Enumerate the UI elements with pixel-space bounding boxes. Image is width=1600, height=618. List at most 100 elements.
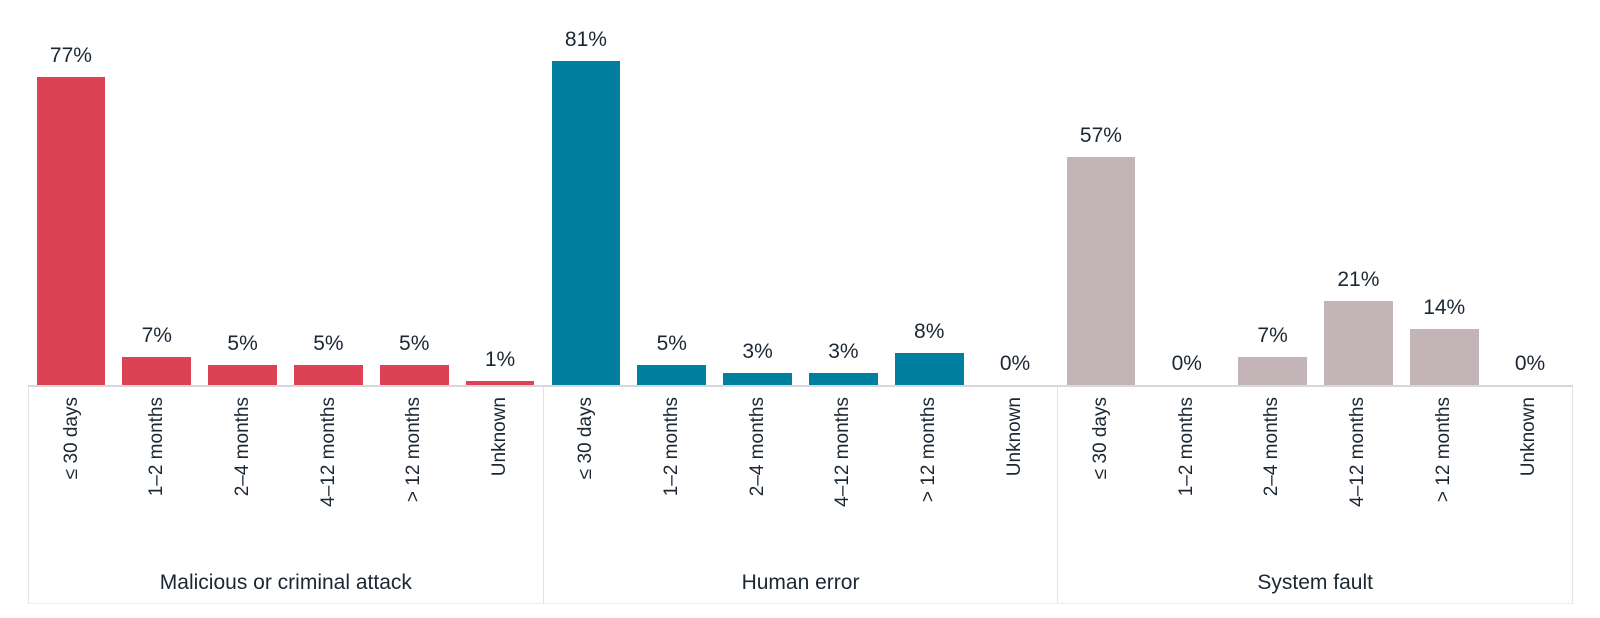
tick-cell: 2–4 months bbox=[715, 387, 801, 555]
tick-labels-row: ≤ 30 days 1–2 months 2–4 months 4–12 months… bbox=[544, 387, 1058, 555]
bar-value-label: 0% bbox=[1171, 352, 1202, 375]
bar-value-label: 14% bbox=[1423, 296, 1466, 319]
bar-column: 77% bbox=[28, 0, 114, 385]
tick-cell: 1–2 months bbox=[1144, 387, 1230, 555]
bar-value-label: 77% bbox=[49, 44, 92, 67]
bar-value-label: 57% bbox=[1079, 124, 1122, 147]
tick-label: Unknown bbox=[488, 397, 510, 477]
tick-label: ≤ 30 days bbox=[60, 397, 82, 480]
group-title: Malicious or criminal attack bbox=[159, 571, 412, 594]
tick-label: Unknown bbox=[1518, 397, 1540, 477]
bar-column: 0% bbox=[1144, 0, 1230, 385]
tick-cell: > 12 months bbox=[886, 387, 972, 555]
bar-column: 7% bbox=[1230, 0, 1316, 385]
bar-column: 14% bbox=[1401, 0, 1487, 385]
bar-panel: 81% 5% 3% 3% 8% 0% bbox=[543, 0, 1058, 385]
tick-label: 4–12 months bbox=[317, 397, 339, 507]
bar-column: 5% bbox=[629, 0, 715, 385]
bar bbox=[1324, 301, 1393, 385]
bar bbox=[122, 357, 192, 385]
tick-label: Unknown bbox=[1003, 397, 1025, 477]
bar bbox=[1238, 357, 1307, 385]
bar bbox=[637, 365, 707, 385]
bar-value-label: 0% bbox=[1514, 352, 1546, 375]
tick-label: 2–4 months bbox=[1261, 397, 1283, 497]
bar bbox=[208, 365, 277, 385]
bar-column: 0% bbox=[1487, 0, 1573, 385]
axis-label-box: ≤ 30 days 1–2 months 2–4 months 4–12 months… bbox=[28, 387, 1573, 604]
tick-cell: Unknown bbox=[457, 387, 543, 555]
bar-value-label: 81% bbox=[564, 28, 607, 51]
tick-label: > 12 months bbox=[1432, 397, 1454, 503]
bar bbox=[294, 365, 363, 385]
tick-cell: 4–12 months bbox=[286, 387, 372, 555]
tick-cell: 2–4 months bbox=[1230, 387, 1316, 555]
tick-labels-row: ≤ 30 days 1–2 months 2–4 months 4–12 months… bbox=[1058, 387, 1572, 555]
tick-cell: 1–2 months bbox=[629, 387, 715, 555]
bar-value-label: 5% bbox=[399, 332, 430, 355]
axis-label-panel: ≤ 30 days 1–2 months 2–4 months 4–12 months… bbox=[29, 387, 543, 603]
tick-cell: ≤ 30 days bbox=[544, 387, 630, 555]
tick-cell: 1–2 months bbox=[115, 387, 201, 555]
tick-cell: Unknown bbox=[972, 387, 1058, 555]
bar-value-label: 5% bbox=[313, 332, 344, 355]
bar bbox=[1409, 329, 1479, 385]
bar-value-label: 0% bbox=[999, 352, 1031, 375]
tick-label: 4–12 months bbox=[832, 397, 854, 507]
bar-panel: 77% 7% 5% 5% 5% 1% bbox=[28, 0, 543, 385]
tick-cell: 4–12 months bbox=[1315, 387, 1401, 555]
bar-panel: 57% 0% 7% 21% 14% 0% bbox=[1058, 0, 1573, 385]
bar bbox=[551, 61, 621, 385]
bar bbox=[1066, 157, 1136, 385]
tick-label: 2–4 months bbox=[232, 397, 254, 497]
group-title: System fault bbox=[1257, 571, 1373, 594]
bar-column: 3% bbox=[800, 0, 886, 385]
bar bbox=[36, 77, 106, 385]
bar-column: 3% bbox=[715, 0, 801, 385]
bar-value-label: 3% bbox=[742, 340, 773, 363]
tick-label: 4–12 months bbox=[1346, 397, 1368, 507]
bar-value-label: 8% bbox=[914, 320, 945, 343]
bar-column: 57% bbox=[1058, 0, 1144, 385]
tick-label: 2–4 months bbox=[746, 397, 768, 497]
bar-value-label: 21% bbox=[1337, 268, 1380, 291]
axis-label-panel: ≤ 30 days 1–2 months 2–4 months 4–12 months… bbox=[542, 387, 1058, 603]
tick-label: 1–2 months bbox=[661, 397, 683, 497]
bar-value-label: 7% bbox=[141, 324, 172, 347]
tick-cell: ≤ 30 days bbox=[1058, 387, 1144, 555]
tick-cell: > 12 months bbox=[1401, 387, 1487, 555]
bar bbox=[894, 353, 964, 385]
tick-label: 1–2 months bbox=[146, 397, 168, 497]
bar-value-label: 1% bbox=[484, 348, 516, 371]
tick-labels-row: ≤ 30 days 1–2 months 2–4 months 4–12 months… bbox=[29, 387, 543, 555]
axis-label-panel: ≤ 30 days 1–2 months 2–4 months 4–12 months… bbox=[1057, 387, 1572, 603]
bar-value-label: 7% bbox=[1257, 324, 1288, 347]
bar bbox=[809, 373, 878, 385]
tick-label: ≤ 30 days bbox=[575, 397, 597, 480]
bar-column: 5% bbox=[285, 0, 371, 385]
bar-value-label: 5% bbox=[656, 332, 687, 355]
tick-cell: 4–12 months bbox=[801, 387, 887, 555]
bar-column: 7% bbox=[114, 0, 200, 385]
bar-value-label: 3% bbox=[828, 340, 859, 363]
bar-value-label: 5% bbox=[227, 332, 258, 355]
bar-column: 21% bbox=[1315, 0, 1401, 385]
tick-cell: > 12 months bbox=[371, 387, 457, 555]
bar bbox=[723, 373, 792, 385]
tick-cell: ≤ 30 days bbox=[29, 387, 115, 555]
bar-column: 5% bbox=[200, 0, 286, 385]
tick-label: > 12 months bbox=[403, 397, 425, 503]
bar bbox=[379, 365, 449, 385]
bar-column: 8% bbox=[886, 0, 972, 385]
tick-label: 1–2 months bbox=[1175, 397, 1197, 497]
plot-area: 77% 7% 5% 5% 5% 1% 81% 5% 3% 3% 8% 0% 57% 0% 7% 21% 14% 0… bbox=[28, 0, 1573, 387]
tick-label: ≤ 30 days bbox=[1090, 397, 1112, 480]
tick-cell: Unknown bbox=[1486, 387, 1572, 555]
bar-column: 1% bbox=[457, 0, 543, 385]
bar bbox=[465, 381, 535, 385]
bar-column: 5% bbox=[371, 0, 457, 385]
tick-cell: 2–4 months bbox=[200, 387, 286, 555]
tick-label: > 12 months bbox=[917, 397, 939, 503]
group-title: Human error bbox=[741, 571, 860, 594]
